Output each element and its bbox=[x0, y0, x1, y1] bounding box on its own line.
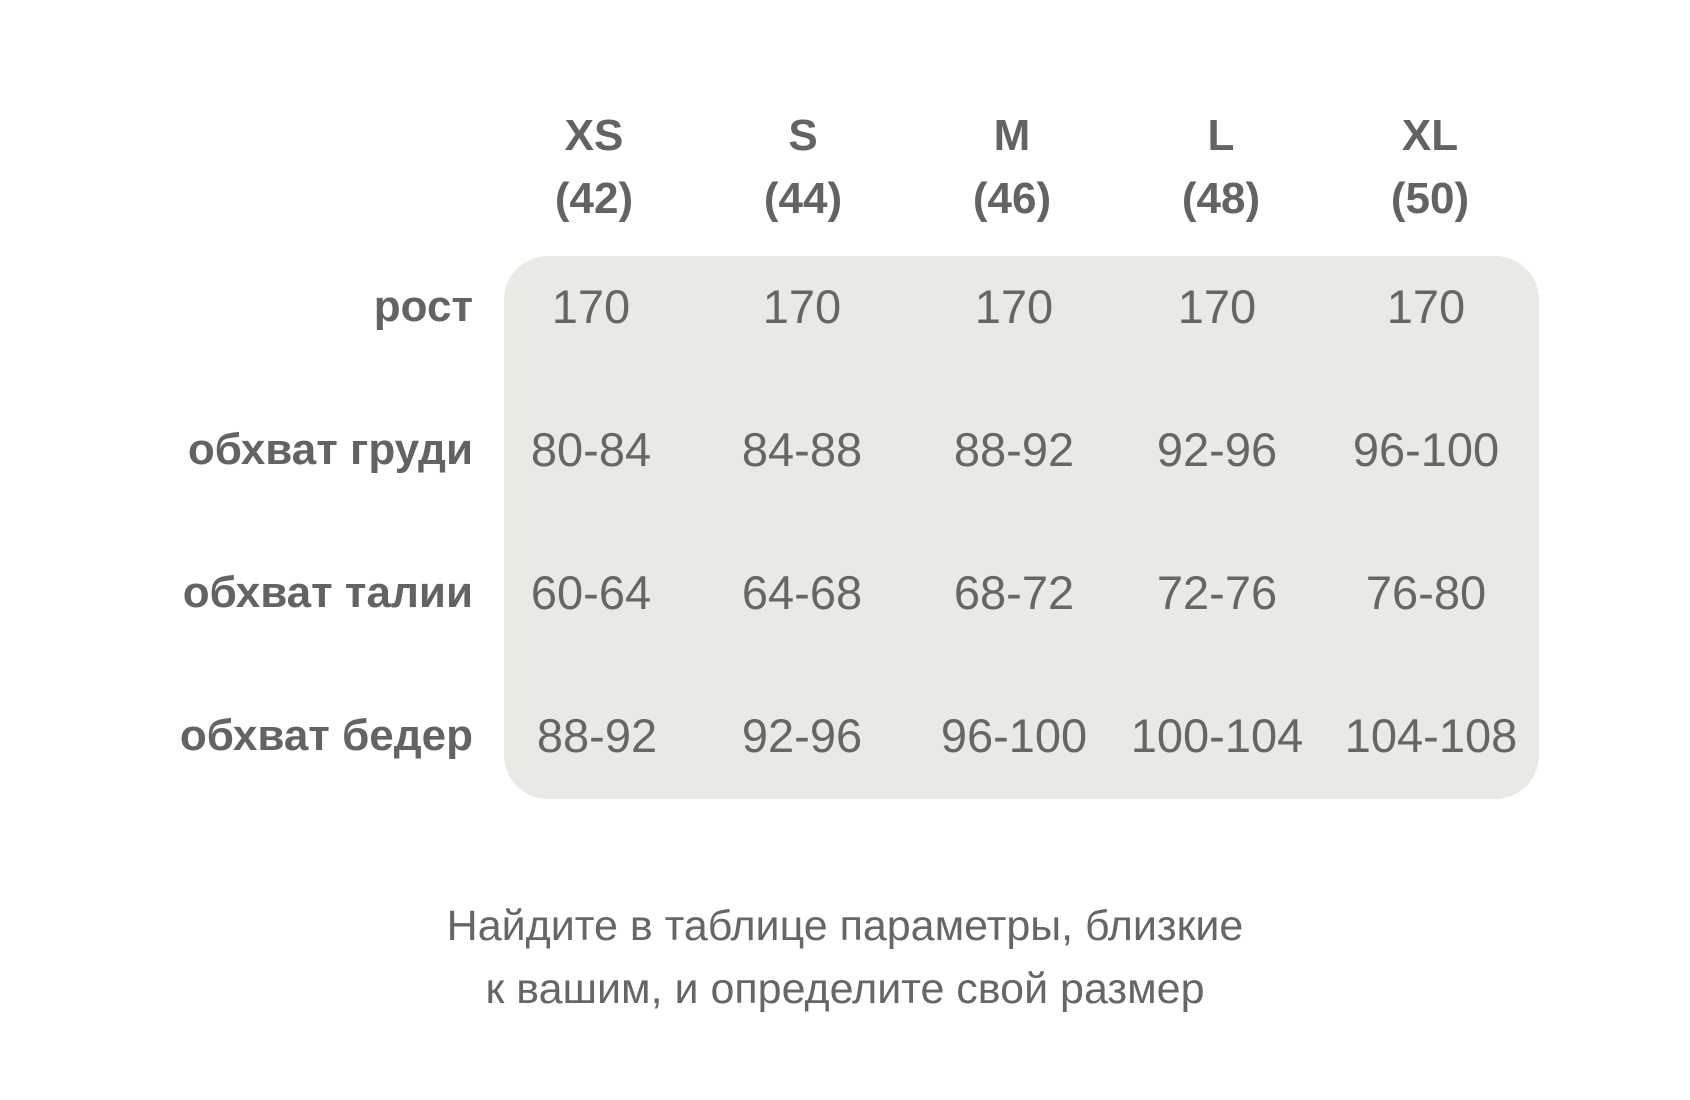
table-cell: 170 bbox=[551, 280, 631, 333]
table-cell: 80-84 bbox=[530, 423, 652, 476]
size-ru: (44) bbox=[763, 174, 843, 223]
table-cell: 92-96 bbox=[1156, 423, 1278, 476]
table-cell: 68-72 bbox=[953, 566, 1075, 619]
size-ru: (50) bbox=[1390, 174, 1470, 223]
row-label-chest: обхват груди bbox=[187, 425, 473, 474]
table-cell: 60-64 bbox=[530, 566, 652, 619]
size-label: XL bbox=[1401, 111, 1459, 160]
size-label: L bbox=[1207, 111, 1235, 160]
instruction-text: Найдите в таблице параметры, близкие к в… bbox=[0, 895, 1690, 1021]
table-cell: 170 bbox=[1177, 280, 1257, 333]
table-cell: 88-92 bbox=[536, 709, 658, 762]
table-cell: 96-100 bbox=[1352, 423, 1500, 476]
row-label-hips: обхват бедер bbox=[179, 711, 473, 760]
table-cell: 100-104 bbox=[1130, 709, 1304, 762]
size-label: M bbox=[993, 111, 1031, 160]
instruction-line-1: Найдите в таблице параметры, близкие bbox=[446, 902, 1244, 950]
row-label-waist: обхват талии bbox=[182, 568, 473, 617]
size-ru: (48) bbox=[1181, 174, 1261, 223]
table-cell: 92-96 bbox=[741, 709, 863, 762]
table-cell: 84-88 bbox=[741, 423, 863, 476]
size-ru: (46) bbox=[972, 174, 1052, 223]
size-header-xs: XS (42) bbox=[489, 104, 699, 230]
table-cell: 64-68 bbox=[741, 566, 863, 619]
table-cell: 76-80 bbox=[1365, 566, 1487, 619]
instruction-line-2: к вашим, и определите свой размер bbox=[485, 965, 1205, 1013]
size-header-l: L (48) bbox=[1116, 104, 1326, 230]
table-cell: 170 bbox=[974, 280, 1054, 333]
table-cell: 96-100 bbox=[940, 709, 1088, 762]
table-cell: 88-92 bbox=[953, 423, 1075, 476]
size-label: XS bbox=[564, 111, 624, 160]
size-label: S bbox=[788, 111, 818, 160]
size-header-m: M (46) bbox=[907, 104, 1117, 230]
size-header-xl: XL (50) bbox=[1325, 104, 1535, 230]
size-ru: (42) bbox=[554, 174, 634, 223]
row-label-height: рост bbox=[373, 282, 473, 331]
table-cell: 72-76 bbox=[1156, 566, 1278, 619]
table-cell: 104-108 bbox=[1344, 709, 1518, 762]
table-cell: 170 bbox=[1386, 280, 1466, 333]
table-cell: 170 bbox=[762, 280, 842, 333]
values-panel bbox=[504, 256, 1539, 799]
size-header-s: S (44) bbox=[698, 104, 908, 230]
